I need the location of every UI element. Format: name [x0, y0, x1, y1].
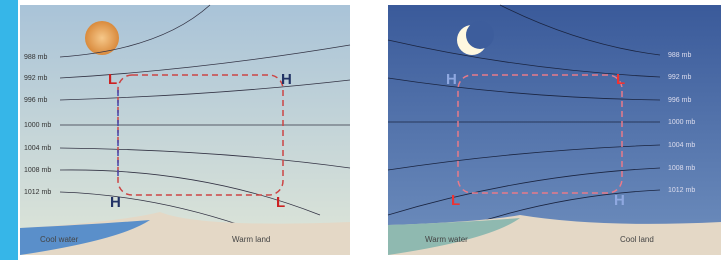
isobar-label: 1004 mb — [668, 142, 695, 149]
night-panel: 988 mb 992 mb 996 mb 1000 mb 1004 mb 100… — [388, 5, 721, 255]
high-mark: H — [446, 71, 457, 88]
low-mark: L — [108, 71, 117, 88]
isobar-label: 1012 mb — [668, 187, 695, 194]
isobar-label: 996 mb — [668, 97, 691, 104]
isobar-label: 988 mb — [24, 54, 47, 61]
day-panel: 988 mb 992 mb 996 mb 1000 mb 1004 mb 100… — [20, 5, 350, 255]
high-mark: H — [110, 194, 121, 211]
diagram: 988 mb 992 mb 996 mb 1000 mb 1004 mb 100… — [0, 0, 721, 260]
isobar-label: 988 mb — [668, 52, 691, 59]
low-mark: L — [616, 71, 625, 88]
isobar-label: 996 mb — [24, 97, 47, 104]
isobar-label: 1008 mb — [668, 165, 695, 172]
isobar-label: 1004 mb — [24, 145, 51, 152]
low-mark: L — [276, 194, 285, 211]
high-mark: H — [614, 192, 625, 209]
side-bar — [0, 0, 18, 260]
surface-label: Cool land — [620, 235, 654, 244]
isobar-label: 992 mb — [24, 75, 47, 82]
isobar-label: 1008 mb — [24, 167, 51, 174]
isobar-label: 992 mb — [668, 74, 691, 81]
surface-label: Warm land — [232, 235, 270, 244]
isobar-label: 1000 mb — [24, 122, 51, 129]
moon-shadow — [466, 21, 494, 49]
isobar-label: 1000 mb — [668, 119, 695, 126]
sky — [20, 5, 350, 255]
low-mark: L — [451, 192, 460, 209]
isobar-label: 1012 mb — [24, 189, 51, 196]
sky — [388, 5, 721, 255]
high-mark: H — [281, 71, 292, 88]
surface-label: Cool water — [40, 235, 79, 244]
surface-label: Warm water — [425, 235, 468, 244]
